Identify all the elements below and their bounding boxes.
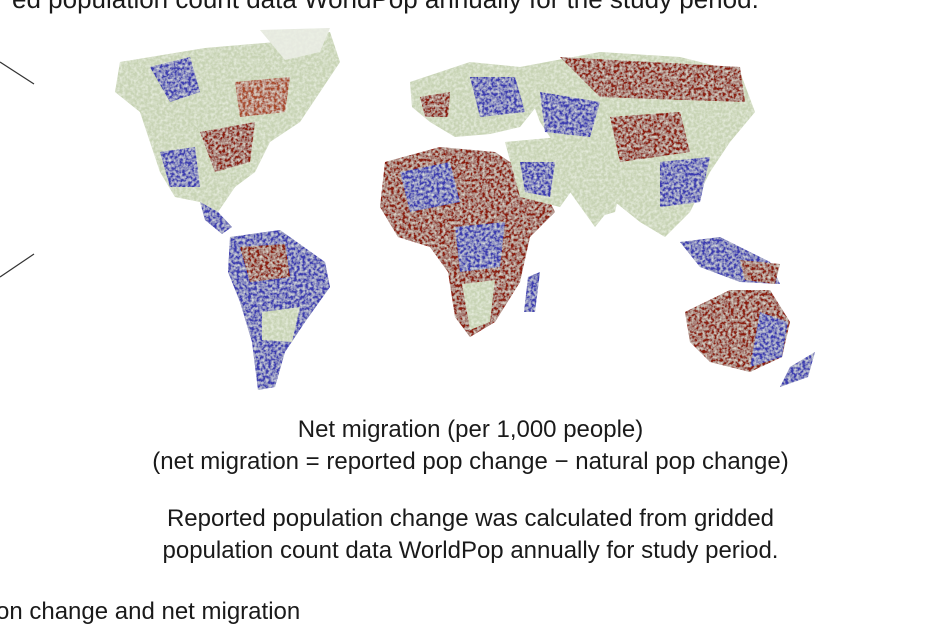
region-patch xyxy=(610,112,690,162)
note-line: Reported population change was calculate… xyxy=(166,505,775,532)
landmass-madagascar xyxy=(524,272,540,312)
clipped-header-text: ed population count data WorldPop annual… xyxy=(0,0,941,15)
methodology-note: Reported population change was calculate… xyxy=(0,503,941,567)
region-patch xyxy=(262,307,300,342)
region-patch xyxy=(150,57,200,102)
region-patch xyxy=(590,167,625,217)
landmass-new-zealand xyxy=(780,352,815,387)
region-patch xyxy=(235,77,290,117)
region-patch xyxy=(420,92,450,117)
pointer-line xyxy=(0,253,35,278)
region-patch xyxy=(200,122,255,172)
region-patch xyxy=(740,260,780,284)
continent-central-america xyxy=(200,202,232,234)
note-line: population count data WorldPop annually … xyxy=(162,537,779,564)
region-patch xyxy=(160,147,200,187)
region-patch xyxy=(560,57,745,102)
region-patch xyxy=(660,157,710,207)
pointer-line xyxy=(0,61,35,85)
landmass-greenland xyxy=(260,28,330,60)
continent-north-america xyxy=(115,32,340,212)
world-net-migration-map xyxy=(0,22,941,392)
region-patch xyxy=(462,280,495,330)
map-svg xyxy=(0,28,815,390)
region-patch xyxy=(455,222,505,272)
region-patch xyxy=(520,162,555,197)
legend-subtitle: (net migration = reported pop change − n… xyxy=(152,448,789,475)
region-patch xyxy=(540,92,600,137)
region-patch xyxy=(240,244,290,282)
legend-title: Net migration (per 1,000 people) xyxy=(297,416,644,443)
region-patch xyxy=(750,312,788,367)
clipped-footer-text: on change and net migration xyxy=(0,598,301,625)
region-patch xyxy=(470,77,525,117)
region-patch xyxy=(400,162,460,212)
legend-caption: Net migration (per 1,000 people) (net mi… xyxy=(0,414,941,478)
